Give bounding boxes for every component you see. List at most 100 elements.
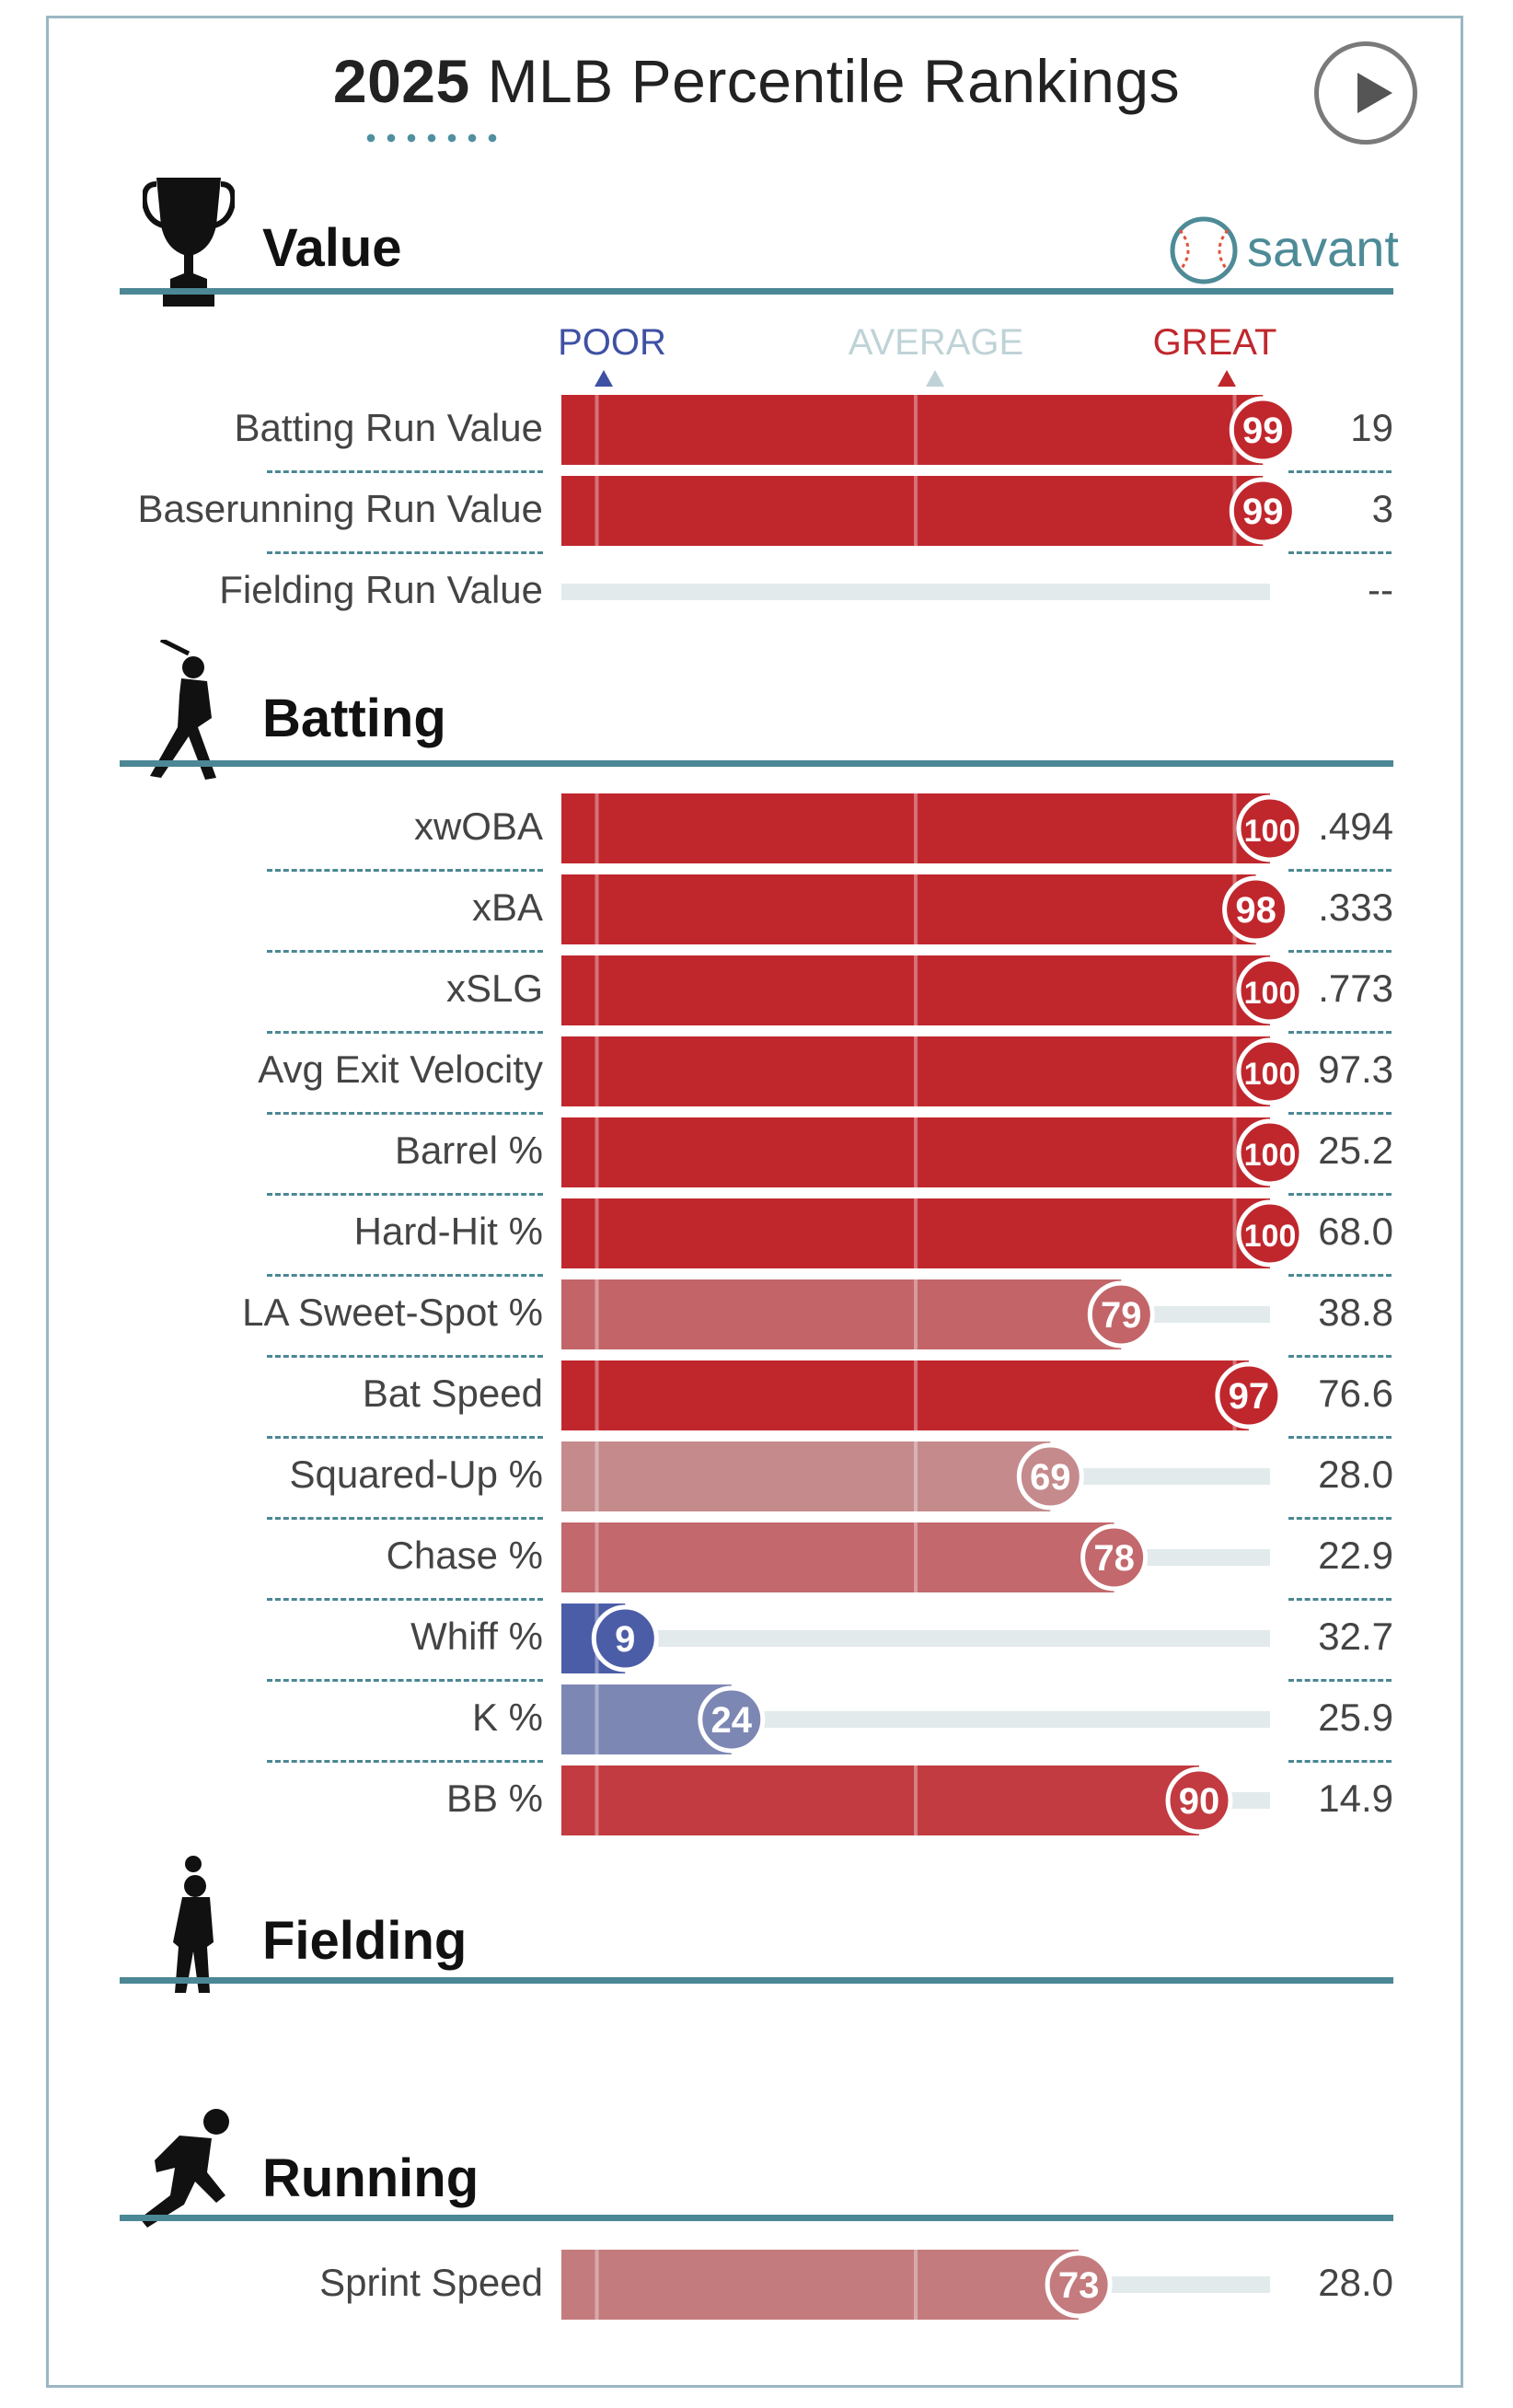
percentile-label: 100 [1244, 1219, 1297, 1254]
row-separator [1288, 1517, 1392, 1520]
metric-value: 3 [1371, 487, 1393, 530]
metric-value: 25.9 [1318, 1696, 1393, 1739]
row-separator [267, 950, 543, 953]
percentile-circle [1236, 794, 1304, 862]
title-year: 2025 [332, 47, 470, 115]
percentile-label: 99 [1242, 411, 1284, 451]
row-separator [267, 470, 543, 473]
section-title-fielding: Fielding [262, 1911, 468, 1971]
bar-fill [561, 1765, 1199, 1835]
percentile-circle [1236, 1118, 1304, 1187]
row-separator [267, 869, 543, 872]
percentile-circle [698, 1685, 766, 1754]
runner-icon [140, 2109, 229, 2228]
metric-value: 28.0 [1318, 1453, 1393, 1496]
metric-label: Squared-Up % [289, 1453, 543, 1496]
bar-fill [561, 1117, 1270, 1187]
metric-label: xSLG [445, 967, 543, 1010]
percentile-label: 100 [1244, 1138, 1297, 1173]
percentile-label: 9 [615, 1619, 635, 1660]
percentile-circle [1229, 477, 1297, 545]
metric-value: 28.0 [1318, 2261, 1393, 2304]
metric-label: Hard-Hit % [353, 1210, 543, 1253]
bar-fill [561, 1279, 1122, 1349]
percentile-label: 100 [1244, 814, 1297, 849]
percentile-circle [1165, 1766, 1233, 1835]
bar-fill [561, 1036, 1270, 1106]
metric-value: 97.3 [1318, 1048, 1393, 1091]
metric-value: .494 [1318, 805, 1393, 848]
percentile-label: 24 [711, 1700, 753, 1741]
section-title-running: Running [262, 2148, 479, 2208]
row-separator [1288, 551, 1392, 554]
row-separator [267, 1598, 543, 1601]
section-title-value: Value [262, 218, 402, 278]
metric-label: Bat Speed [362, 1372, 543, 1415]
percentile-circle [1222, 875, 1290, 944]
metric-value: 76.6 [1318, 1372, 1393, 1415]
percentile-circle [1215, 1361, 1283, 1430]
batter-icon [150, 640, 216, 780]
row-separator [267, 1760, 543, 1763]
bar-fill [561, 395, 1264, 465]
metric-value: .773 [1318, 967, 1393, 1010]
chart-title: 2025 MLB Percentile Rankings [0, 46, 1513, 116]
section-title-batting: Batting [262, 689, 446, 748]
metric-value: .333 [1318, 886, 1393, 929]
bar-fill [561, 1198, 1270, 1268]
baseball-icon [1170, 216, 1238, 284]
legend-poor-marker [595, 370, 613, 387]
legend-average: AVERAGE [848, 322, 1024, 363]
section-rule-fielding [120, 1977, 1393, 1984]
row-separator [267, 1274, 543, 1277]
row-separator [1288, 1355, 1392, 1358]
percentile-label: 100 [1244, 976, 1297, 1011]
percentile-circle [1236, 1199, 1304, 1268]
metric-label: Fielding Run Value [219, 568, 543, 611]
metric-label: xBA [471, 886, 543, 929]
row-separator [1288, 470, 1392, 473]
metric-label: xwOBA [413, 805, 543, 848]
metric-value: 38.8 [1318, 1291, 1393, 1334]
play-button[interactable] [1314, 41, 1417, 145]
row-separator [1288, 950, 1392, 953]
metric-label: Chase % [386, 1534, 543, 1577]
row-separator [267, 1436, 543, 1439]
legend-great: GREAT [1152, 322, 1277, 363]
bar-fill [561, 955, 1270, 1025]
row-separator [1288, 1598, 1392, 1601]
bar-track [561, 584, 1270, 600]
percentile-circle [1236, 956, 1304, 1025]
metric-value: 25.2 [1318, 1129, 1393, 1172]
section-rule-batting [120, 760, 1393, 767]
row-separator [1288, 1112, 1392, 1115]
percentile-circle [1236, 1037, 1304, 1106]
percentile-circle [1016, 1442, 1084, 1511]
title-dots [361, 133, 499, 144]
row-separator [267, 1679, 543, 1682]
savant-logo-text: savant [1247, 219, 1399, 277]
percentile-label: 78 [1093, 1538, 1135, 1579]
row-separator [267, 1112, 543, 1115]
row-separator [267, 551, 543, 554]
metric-label: Sprint Speed [319, 2261, 543, 2304]
percentile-label: 69 [1030, 1457, 1071, 1498]
metric-label: Baserunning Run Value [137, 487, 543, 530]
metric-label: LA Sweet-Spot % [242, 1291, 543, 1334]
bar-fill [561, 1522, 1115, 1592]
percentile-circle [1229, 396, 1297, 464]
row-separator [1288, 1193, 1392, 1196]
row-separator [267, 1193, 543, 1196]
bar-fill [561, 1441, 1051, 1511]
chart-frame [46, 16, 1463, 2388]
legend-great-marker [1218, 370, 1236, 387]
row-separator [1288, 1679, 1392, 1682]
percentile-circle [1080, 1523, 1149, 1592]
fielder-icon [173, 1856, 214, 1993]
percentile-circle [1045, 2251, 1113, 2319]
percentile-label: 73 [1058, 2265, 1100, 2306]
bar-track [561, 1630, 1270, 1647]
bar-fill [561, 2250, 1080, 2320]
metric-label: K % [471, 1696, 543, 1739]
